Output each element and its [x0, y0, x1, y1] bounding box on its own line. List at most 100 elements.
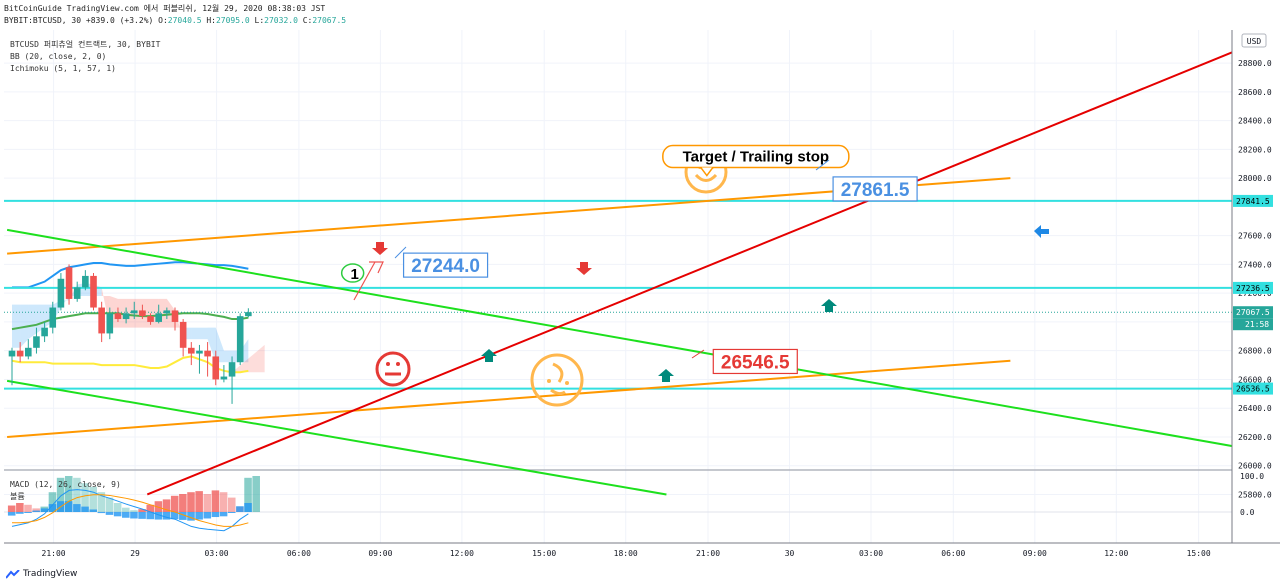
candle-body[interactable] [220, 376, 228, 380]
candle-body[interactable] [188, 347, 195, 354]
candle-body[interactable] [228, 362, 236, 377]
legend-volume[interactable]: 볼륨 [10, 492, 25, 501]
candle-body[interactable] [25, 347, 32, 357]
cloud-segment [36, 304, 45, 334]
blue-label-annotation[interactable]: 27861.5 [832, 176, 918, 202]
macd-histogram-bar [227, 512, 236, 513]
volume-bar [89, 486, 97, 512]
volume-bar [170, 495, 179, 512]
candle-body[interactable] [98, 307, 105, 334]
price-axis-bg [1232, 0, 1280, 560]
candle-body[interactable] [73, 287, 81, 299]
candle-body[interactable] [196, 350, 203, 354]
candle-body[interactable] [245, 312, 252, 317]
callout-text: Target / Trailing stop [683, 149, 829, 166]
label-leader [394, 246, 407, 259]
macd-tick-label: 100.0 [1240, 472, 1264, 481]
candle-body[interactable] [139, 310, 146, 317]
eye [396, 362, 400, 366]
macd-histogram-bar [244, 503, 252, 512]
time-tick-label: 29 [130, 549, 140, 558]
currency-text: USD [1247, 37, 1262, 46]
volume-bar [64, 476, 73, 512]
trendline [146, 47, 1242, 496]
price-label-box [1233, 306, 1273, 319]
time-tick-label: 09:00 [1023, 549, 1047, 558]
tradingview-logo[interactable]: TradingView [5, 568, 77, 579]
volume-bar [219, 492, 228, 512]
candle-body[interactable] [90, 275, 97, 308]
low-label: L: [254, 16, 265, 25]
candle-body[interactable] [236, 316, 244, 363]
macd-histogram-bar [146, 512, 155, 520]
candle-body[interactable] [204, 350, 211, 357]
price-tick-label: 26200.0 [1238, 433, 1272, 442]
macd-histogram-bar [122, 512, 130, 518]
candle-body[interactable] [147, 316, 154, 322]
low-value: 27032.0 [264, 16, 298, 25]
price-axis: 28800.0 28600.0 28400.0 28200.0 28000.0 27600… [1231, 0, 1280, 560]
blue-label-annotation[interactable]: 27244.0 [402, 252, 489, 278]
wave-one-annotation[interactable]: 1 [340, 263, 365, 283]
candle-body[interactable] [122, 313, 130, 320]
candle-body[interactable] [16, 350, 24, 357]
down-arrow-icon [576, 262, 592, 275]
price-label-text: 27841.5 [1236, 197, 1270, 206]
volume-bar [195, 491, 203, 512]
up-arrow-icon [821, 299, 837, 312]
legend-ichimoku[interactable]: Ichimoku (5, 1, 57, 1) [10, 64, 116, 73]
volume-bar [179, 494, 187, 512]
legend-bb[interactable]: BB (20, close, 2, 0) [10, 52, 107, 61]
volume-bar [203, 494, 212, 512]
red-label-annotation[interactable]: 26546.5 [712, 348, 798, 375]
candle-body[interactable] [212, 356, 220, 380]
currency-box [1241, 33, 1267, 48]
legend-main[interactable]: BTCUSD 퍼피츄얼 컨트랙트, 30, BYBIT [10, 40, 161, 49]
callout-tail [700, 167, 714, 177]
volume-bar [24, 504, 32, 512]
time-tick-label: 06:00 [941, 549, 965, 558]
time-axis: 21:00 29 03:00 06:00 09:00 12:00 15:00 18:00 21:… [4, 542, 1280, 558]
candle-body[interactable] [82, 275, 89, 288]
candle-body[interactable] [114, 313, 122, 320]
candle-body[interactable] [171, 310, 179, 322]
candle-body[interactable] [33, 336, 40, 348]
eye [565, 381, 569, 385]
candle-body[interactable] [130, 310, 138, 314]
price-label-text: 26536.5 [1236, 385, 1270, 394]
cloud-segment [134, 298, 143, 328]
volume-bar [138, 509, 146, 512]
macd-histogram-bar [7, 512, 16, 516]
candle-body[interactable] [106, 313, 114, 334]
candle-body[interactable] [65, 267, 73, 299]
target-callout[interactable]: Target / Trailing stop [662, 144, 850, 177]
price-label-box [1233, 194, 1273, 207]
candle-body[interactable] [41, 327, 48, 337]
volume-bar [162, 499, 171, 512]
candle-body[interactable] [163, 310, 171, 314]
candle-body[interactable] [179, 321, 187, 348]
legend-macd[interactable]: MACD (12, 26, close, 9) [10, 480, 121, 489]
eye [386, 362, 390, 366]
sideways-face-icon [530, 353, 584, 407]
eye [547, 379, 551, 383]
projection-arrow-icon [353, 261, 384, 301]
time-tick-label: 18:00 [614, 549, 638, 558]
volume-bar [97, 492, 106, 512]
price-tick-label: 26600.0 [1238, 375, 1272, 384]
candle-body[interactable] [57, 278, 65, 308]
trendline [6, 379, 667, 496]
candle-body[interactable] [8, 350, 16, 357]
macd-histogram-bar [24, 512, 32, 513]
cloud-segment [223, 350, 233, 363]
currency-button[interactable]: USD [1241, 33, 1267, 48]
volume-bar [73, 477, 81, 512]
candle-body[interactable] [155, 313, 162, 322]
countdown-box [1233, 318, 1273, 331]
close-value: 27067.5 [312, 16, 347, 25]
time-tick-label: 09:00 [368, 549, 392, 558]
candle-body[interactable] [49, 307, 57, 328]
volume-bar [16, 503, 24, 512]
macd-histogram-bar [16, 512, 24, 514]
